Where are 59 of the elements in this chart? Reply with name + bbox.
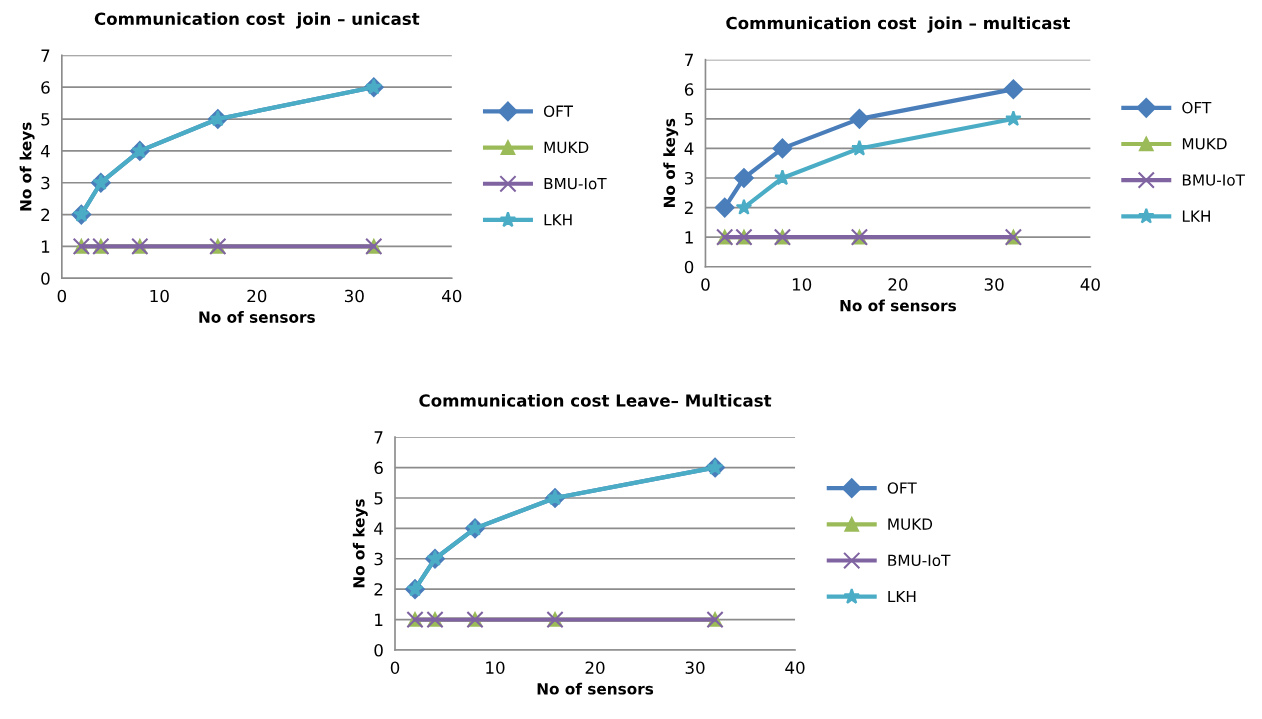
y-tick-label: 7 [374, 431, 383, 444]
y-axis-title: No of keys [19, 122, 35, 211]
x-tick-label: 20 [888, 278, 908, 291]
y-tick-label: 0 [374, 643, 383, 657]
y-tick-label: 4 [40, 145, 50, 158]
y-tick-label: 3 [374, 552, 383, 566]
y-axis-title: No of keys [663, 118, 679, 207]
y-tick-label: 3 [41, 176, 50, 190]
legend-label: LKH [544, 214, 572, 226]
y-tick-label: 2 [684, 201, 693, 214]
y-tick-label: 3 [685, 171, 694, 185]
legend-label: OFT [1182, 101, 1212, 114]
y-tick-label: 5 [374, 492, 383, 505]
x-tick-label: 20 [247, 289, 267, 303]
y-tick-label: 7 [685, 53, 693, 67]
y-tick-label: 6 [41, 81, 50, 94]
y-tick-label: 5 [685, 113, 693, 126]
chart-title: Communication cost join – multicast [726, 16, 1070, 33]
x-tick-label: 10 [150, 289, 169, 303]
y-axis-title: No of keys [352, 499, 368, 588]
chart-title: Communication cost Leave– Multicast [419, 393, 772, 407]
y-tick-label: 1 [375, 613, 383, 626]
legend-label: MUKD [1182, 138, 1227, 150]
y-tick-label: 5 [41, 113, 50, 126]
x-tick-label: 20 [585, 661, 605, 674]
x-tick-label: 10 [486, 661, 505, 674]
x-tick-label: 10 [792, 278, 812, 291]
legend-label: MUKD [544, 141, 589, 154]
legend-label: BMU-IoT [888, 554, 951, 567]
legend-label: BMU-IoT [1182, 174, 1246, 186]
y-tick-label: 2 [374, 583, 383, 596]
x-tick-label: 40 [442, 289, 462, 303]
y-tick-label: 7 [41, 49, 50, 62]
x-tick-label: 0 [57, 289, 67, 303]
legend-label: LKH [888, 590, 916, 603]
y-tick-label: 1 [685, 231, 693, 244]
x-tick-label: 0 [390, 661, 400, 674]
x-tick-label: 30 [344, 289, 364, 303]
chart-title: Communication cost join – unicast [94, 12, 420, 29]
y-tick-label: 2 [41, 208, 50, 221]
y-tick-label: 0 [684, 260, 694, 274]
legend-label: BMU-IoT [544, 177, 607, 190]
y-tick-label: 6 [374, 461, 383, 475]
x-tick-label: 30 [685, 661, 705, 674]
legend-label: OFT [887, 482, 917, 494]
x-axis-title: No of sensors [537, 682, 654, 695]
y-tick-label: 6 [684, 83, 694, 96]
x-tick-label: 30 [984, 278, 1004, 291]
x-tick-label: 40 [1080, 278, 1100, 291]
x-tick-label: 0 [701, 278, 710, 291]
x-axis-title: No of sensors [840, 299, 956, 312]
x-axis-title: No of sensors [199, 311, 315, 323]
legend-label: OFT [543, 105, 574, 117]
x-tick-label: 40 [785, 661, 805, 674]
legend-label: LKH [1182, 210, 1210, 222]
y-tick-label: 4 [684, 142, 694, 155]
y-tick-label: 4 [374, 522, 383, 535]
y-tick-label: 1 [41, 240, 50, 253]
legend-label: MUKD [888, 518, 933, 530]
